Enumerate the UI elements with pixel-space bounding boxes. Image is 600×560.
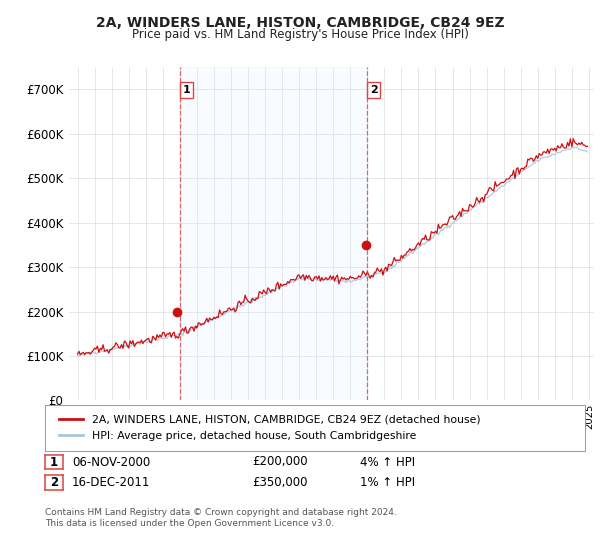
- Legend: 2A, WINDERS LANE, HISTON, CAMBRIDGE, CB24 9EZ (detached house), HPI: Average pri: 2A, WINDERS LANE, HISTON, CAMBRIDGE, CB2…: [56, 412, 484, 444]
- Text: 16-DEC-2011: 16-DEC-2011: [72, 476, 151, 489]
- Text: £350,000: £350,000: [252, 476, 308, 489]
- Text: Price paid vs. HM Land Registry's House Price Index (HPI): Price paid vs. HM Land Registry's House …: [131, 28, 469, 41]
- Text: 2: 2: [370, 85, 377, 95]
- Text: 1: 1: [50, 455, 58, 469]
- Bar: [180, 67, 367, 400]
- Text: 4% ↑ HPI: 4% ↑ HPI: [360, 455, 415, 469]
- Text: 1: 1: [182, 85, 190, 95]
- Text: 2: 2: [50, 476, 58, 489]
- Text: 06-NOV-2000: 06-NOV-2000: [72, 455, 150, 469]
- Text: £200,000: £200,000: [252, 455, 308, 469]
- Text: Contains HM Land Registry data © Crown copyright and database right 2024.
This d: Contains HM Land Registry data © Crown c…: [45, 508, 397, 528]
- Text: 1% ↑ HPI: 1% ↑ HPI: [360, 476, 415, 489]
- Text: 2A, WINDERS LANE, HISTON, CAMBRIDGE, CB24 9EZ: 2A, WINDERS LANE, HISTON, CAMBRIDGE, CB2…: [95, 16, 505, 30]
